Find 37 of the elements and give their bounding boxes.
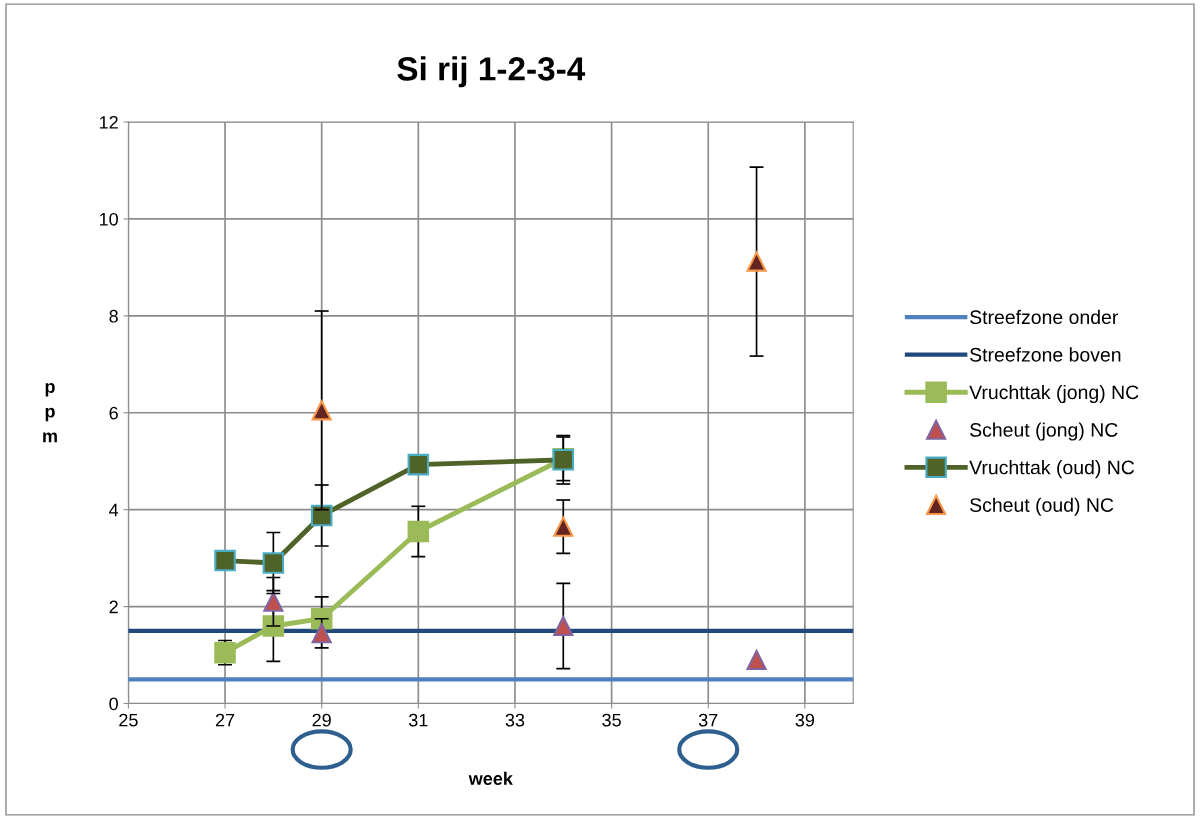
x-tick-label: 39 <box>795 713 815 727</box>
y-tick-label: 2 <box>109 600 118 614</box>
legend-label: Streefzone boven <box>970 347 1121 362</box>
y-tick-label: 0 <box>109 697 118 711</box>
y-tick-label: 12 <box>99 115 118 129</box>
y-tick-label: 6 <box>109 406 118 420</box>
point <box>311 400 332 421</box>
y-axis-title: ppm <box>43 383 57 443</box>
x-tick-label: 25 <box>119 713 138 727</box>
point <box>310 504 333 527</box>
point <box>746 251 767 272</box>
point <box>214 549 236 572</box>
point <box>311 623 332 644</box>
x-tick-label: 27 <box>215 713 235 727</box>
y-tick-label: 4 <box>109 503 119 517</box>
point <box>553 516 574 537</box>
legend-label: Scheut (oud) NC <box>970 497 1114 516</box>
point <box>407 520 430 543</box>
point <box>262 615 285 637</box>
point <box>263 591 284 612</box>
x-tick-label: 35 <box>602 713 621 727</box>
legend-label: Vruchttak (jong) NC <box>969 384 1139 404</box>
x-tick-label: 33 <box>505 713 525 727</box>
point <box>262 552 285 574</box>
chart-title: Si rij 1-2-3-4 <box>397 56 586 88</box>
legend-label: Scheut (jong) NC <box>970 422 1118 441</box>
point <box>553 615 574 637</box>
point <box>407 453 430 476</box>
y-tick-label: 10 <box>99 212 118 226</box>
legend-label: Vruchttak (oud) NC <box>969 460 1135 479</box>
y-tick-label: 8 <box>109 309 118 323</box>
x-tick-label: 29 <box>312 713 331 727</box>
x-tick-label: 31 <box>408 713 428 727</box>
legend-label: Streefzone onder <box>970 309 1119 325</box>
x-tick-label: 37 <box>698 713 718 727</box>
point <box>746 649 767 670</box>
x-axis-title: week <box>468 771 513 785</box>
